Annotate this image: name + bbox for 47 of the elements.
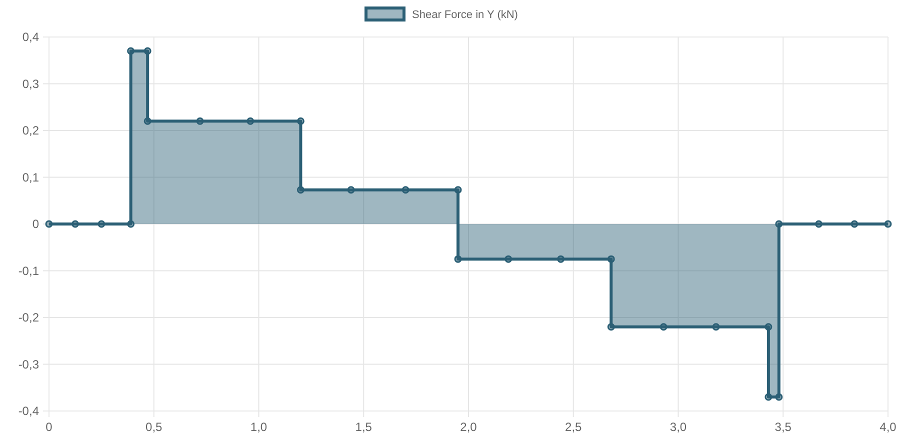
y-tick-label: 0,3 [22, 76, 40, 91]
y-tick-label: -0,1 [18, 264, 40, 278]
point [815, 220, 823, 228]
x-tick-label: 3,5 [774, 420, 792, 434]
point [454, 255, 462, 263]
point [607, 323, 615, 331]
point [347, 186, 355, 194]
point [660, 323, 668, 331]
x-tick-label: 4,0 [880, 420, 897, 434]
point [296, 186, 304, 194]
point [557, 255, 565, 263]
point [850, 220, 858, 228]
point [45, 220, 53, 228]
y-tick-label: 0,1 [22, 170, 40, 184]
point [98, 220, 106, 228]
y-tick-label: -0,3 [18, 357, 40, 372]
point [607, 255, 615, 263]
y-tick-label: 0,4 [22, 30, 40, 44]
point [884, 220, 892, 228]
point [764, 393, 772, 401]
legend-label: Shear Force in Y (kN) [412, 9, 518, 21]
point [504, 255, 512, 263]
point [296, 117, 304, 125]
point [127, 47, 135, 55]
x-tick-label: 1,5 [355, 420, 372, 434]
point [71, 220, 79, 228]
point [196, 117, 204, 125]
point [402, 186, 410, 194]
x-tick-label: 2,5 [565, 420, 582, 434]
point [246, 117, 254, 125]
point [712, 323, 720, 331]
x-tick-label: 2,0 [460, 420, 478, 434]
y-tick-label: 0 [32, 217, 40, 232]
point [144, 117, 152, 125]
point [764, 323, 772, 331]
point [775, 220, 783, 228]
x-tick-label: 3,0 [670, 420, 687, 434]
x-tick-label: 0 [46, 420, 53, 434]
y-tick-label: -0,4 [18, 404, 40, 418]
x-tick-label: 0,5 [146, 420, 163, 434]
point [144, 47, 152, 55]
y-tick-label: 0,2 [22, 124, 40, 138]
x-tick-label: 1,0 [250, 420, 268, 434]
point [775, 393, 783, 401]
y-tick-label: -0,2 [18, 310, 40, 325]
point [454, 186, 462, 194]
point [127, 220, 135, 228]
